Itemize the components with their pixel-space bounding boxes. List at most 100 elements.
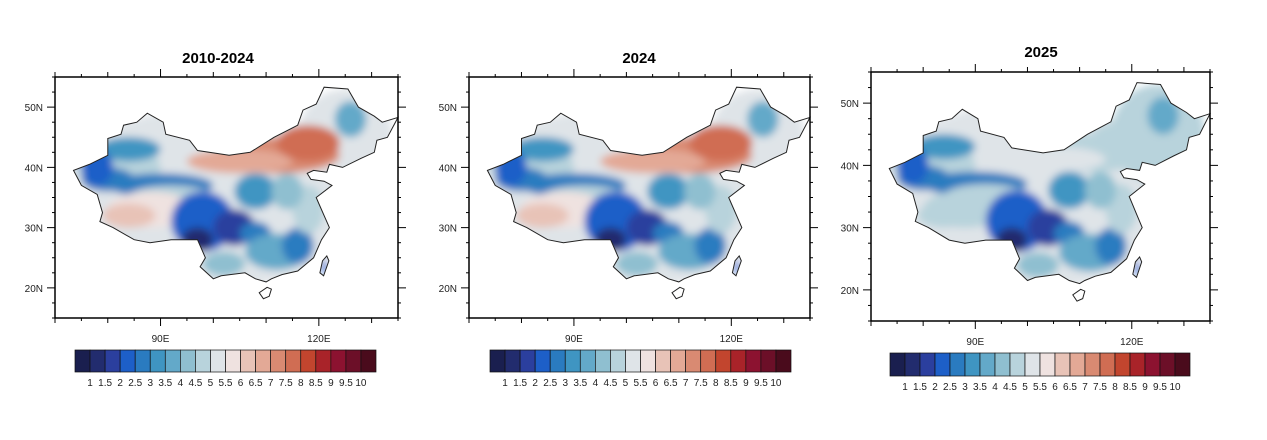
colorbar-label: 5 [623,378,629,389]
colorbar-label: 6 [653,378,659,389]
colorbar-label: 6.5 [249,378,263,389]
colorbar-label: 8.5 [724,378,738,389]
colorbar-swatch [1024,352,1041,377]
panel-title: 2025 [1024,44,1058,61]
colorbar-label: 1.5 [98,378,112,389]
map-plot: 90E 120E 20N 30N 40N 50N 1 1.5 2 2.5 3 3.5 4 4.5 5 5.5 6… [25,69,406,389]
colorbar-label: 3.5 [573,378,587,389]
colorbar-label: 9.5 [754,378,768,389]
colorbar-swatch [360,349,377,373]
country-border [888,82,1211,285]
contour-region [600,149,706,174]
colorbar-swatch [979,352,996,377]
colorbar-label: 7.5 [279,378,293,389]
colorbar-label: 5 [208,378,214,389]
contour-region [917,202,971,228]
field-blobs [889,84,1205,290]
colorbar-label: 2.5 [943,382,957,393]
colorbar-label: 7.5 [1093,382,1107,393]
contour-region [186,149,293,174]
x-tick-label: 120E [307,334,331,345]
colorbar-label: 2.5 [128,378,142,389]
colorbar-label: 9 [328,378,334,389]
colorbar-swatch [1084,352,1101,377]
island-border [1072,288,1086,302]
colorbar-swatch [919,352,936,377]
colorbar-swatch [1069,352,1086,377]
colorbar-label: 10 [1169,382,1181,393]
panel-2010-2024: 2010-2024 90E 120E 20N 30N 40N 50N 1 1.5 2 2.5 3 3.… [0,0,420,440]
colorbar-label: 5 [1022,382,1028,393]
colorbar-label: 6.5 [664,378,678,389]
colorbar-label: 1 [502,378,508,389]
contour-region [276,125,340,162]
colorbar-label: 2 [117,378,123,389]
y-tick-label: 50N [25,103,43,114]
contour-region [202,251,245,276]
contour-region [271,173,304,210]
y-tick-label: 40N [25,163,43,174]
colorbar-label: 8.5 [1123,382,1137,393]
colorbar-label: 6 [238,378,244,389]
x-tick-label: 90E [966,337,984,348]
colorbar-label: 3 [962,382,968,393]
island-border [731,254,742,277]
y-tick-label: 20N [25,284,43,295]
contour-region [334,101,367,138]
field-blobs [73,89,393,288]
colorbar-label: 5.5 [219,378,233,389]
contour-region [1001,146,1106,172]
colorbar-label: 7 [1082,382,1088,393]
colorbar-label: 5.5 [634,378,648,389]
colorbar-label: 4 [593,378,599,389]
contour-region [1090,121,1153,160]
contour-region [689,125,753,162]
colorbar-swatch [904,352,921,377]
contour-region [281,227,314,264]
panel-title: 2010-2024 [182,50,254,67]
y-tick-label: 30N [841,224,859,235]
colorbar-swatch [1129,352,1146,377]
colorbar-label: 8.5 [309,378,323,389]
colorbar-label: 10 [355,378,367,389]
colorbar-label: 4 [992,382,998,393]
colorbar: 1 1.5 2 2.5 3 3.5 4 4.5 5 5.5 6 6.5 7 7.5 8 8.5 9 9.5 10 [489,349,792,389]
y-tick-label: 40N [841,161,859,172]
colorbar-label: 9.5 [339,378,353,389]
colorbar-label: 9 [1142,382,1148,393]
colorbar: 1 1.5 2 2.5 3 3.5 4 4.5 5 5.5 6 6.5 7 7.5 8 8.5 9 9.5 10 [889,352,1191,393]
colorbar-label: 4.5 [188,378,202,389]
colorbar-label: 8 [713,378,719,389]
contour-region [97,137,161,162]
colorbar-label: 2.5 [543,378,557,389]
colorbar-label: 2 [532,378,538,389]
x-tick-label: 120E [1120,337,1144,348]
y-tick-label: 40N [439,163,457,174]
colorbar-swatch [1144,352,1161,377]
contour-region [1017,252,1059,278]
colorbar-label: 8 [1112,382,1118,393]
colorbar-label: 4 [178,378,184,389]
contour-region [102,203,156,228]
colorbar-label: 8 [298,378,304,389]
contour-region [1084,171,1117,209]
colorbar-label: 3.5 [973,382,987,393]
contour-region [234,173,277,210]
contour-region [1147,96,1179,135]
contour-region [694,227,727,264]
colorbar-swatch [1099,352,1116,377]
colorbar-label: 1.5 [513,378,527,389]
colorbar-swatch [994,352,1011,377]
colorbar-label: 7 [268,378,274,389]
colorbar-label: 3 [147,378,153,389]
contour-region [1095,227,1127,265]
x-tick-label: 90E [565,334,583,345]
china-field [889,84,1205,290]
x-tick-label: 90E [152,334,170,345]
island-border [1132,255,1143,279]
island-border [258,286,273,300]
colorbar-swatch [1174,352,1191,377]
